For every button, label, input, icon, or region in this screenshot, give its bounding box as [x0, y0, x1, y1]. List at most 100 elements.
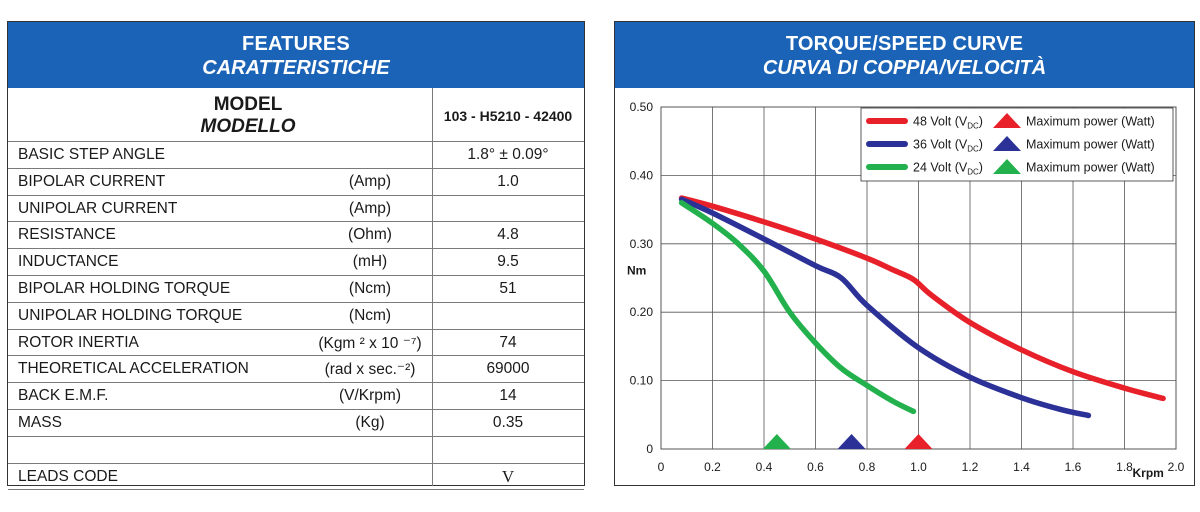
max-power-marker-2	[762, 434, 791, 449]
model-row: MODEL MODELLO 103 - H5210 - 42400	[8, 88, 584, 142]
x-tick-label: 0.6	[807, 460, 824, 474]
x-tick-label: 1.8	[1116, 460, 1133, 474]
legend-marker-1	[993, 136, 1021, 151]
table-row: UNIPOLAR HOLDING TORQUE (Ncm)	[8, 303, 584, 330]
feature-value: 74	[499, 333, 517, 351]
feature-label: MASS	[18, 413, 62, 431]
features-panel: FEATURES CARATTERISTICHE MODEL MODELLO 1…	[7, 21, 585, 491]
legend-marker-label-1: Maximum power (Watt)	[1026, 138, 1155, 152]
feature-value: 14	[499, 387, 517, 405]
curve-banner: TORQUE/SPEED CURVE CURVA DI COPPIA/VELOC…	[615, 22, 1194, 88]
model-value: 103 - H5210 - 42400	[443, 108, 573, 124]
legend-label-main: 24 Volt (V	[913, 161, 968, 175]
max-power-marker-1	[837, 434, 866, 449]
table-row: THEORETICAL ACCELERATION (rad x sec.⁻²) 69…	[8, 356, 584, 384]
feature-value: 9.5	[497, 253, 519, 271]
x-tick-label: 0	[658, 460, 665, 474]
feature-label: BACK E.M.F.	[18, 387, 109, 405]
column-divider	[432, 88, 433, 486]
model-label-it: MODELLO	[200, 116, 296, 137]
x-tick-label: 0.8	[859, 460, 876, 474]
legend-label-close: )	[979, 138, 983, 152]
feature-value: 1.0	[497, 172, 519, 190]
feature-unit: (rad x sec.⁻²)	[324, 361, 416, 379]
table-row: BIPOLAR HOLDING TORQUE (Ncm) 51	[8, 276, 584, 303]
x-tick-label: 0.2	[704, 460, 721, 474]
table-row: RESISTANCE (Ohm) 4.8	[8, 222, 584, 250]
curve-title: TORQUE/SPEED CURVE	[785, 33, 1024, 55]
legend-label-1: 36 Volt (VDC)	[913, 138, 983, 154]
legend-marker-0	[993, 113, 1021, 128]
y-tick-label: 0	[646, 442, 653, 456]
series-line-0	[678, 195, 1166, 402]
table-row: BIPOLAR CURRENT (Amp) 1.0	[8, 169, 584, 196]
features-title: FEATURES	[242, 33, 350, 55]
features-subtitle: CARATTERISTICHE	[202, 57, 390, 79]
legend-label-close: )	[979, 115, 983, 129]
x-tick-label: 1.6	[1065, 460, 1082, 474]
feature-label: RESISTANCE	[18, 226, 116, 244]
features-table: MODEL MODELLO 103 - H5210 - 42400 BASIC …	[8, 88, 584, 491]
legend-label-subscript: DC	[967, 168, 979, 177]
feature-unit: (Kgm ² x 10 ⁻⁷)	[318, 334, 422, 352]
y-tick-label: 0.20	[630, 305, 654, 319]
feature-value: 1.8° ± 0.09°	[467, 146, 549, 163]
x-tick-label: 2.0	[1168, 460, 1185, 474]
series-line-1	[678, 196, 1092, 419]
table-row	[8, 437, 584, 464]
feature-value: V	[501, 466, 515, 486]
curve-subtitle: CURVA DI COPPIA/VELOCITÀ	[762, 57, 1047, 79]
feature-label: ROTOR INERTIA	[18, 333, 139, 351]
feature-unit: (Ncm)	[348, 279, 392, 297]
x-tick-label: 1.0	[910, 460, 927, 474]
feature-unit: (Kg)	[355, 413, 385, 431]
legend-label-main: 48 Volt (V	[913, 115, 968, 129]
feature-label: INDUCTANCE	[18, 253, 119, 271]
table-row: UNIPOLAR CURRENT (Amp)	[8, 196, 584, 223]
table-row: BACK E.M.F. (V/Krpm) 14	[8, 383, 584, 410]
legend-label-0: 48 Volt (VDC)	[913, 115, 983, 131]
y-tick-label: 0.50	[630, 100, 654, 114]
feature-label: LEADS CODE	[18, 467, 118, 485]
legend-label-2: 24 Volt (VDC)	[913, 161, 983, 177]
legend-label-subscript: DC	[967, 145, 979, 154]
y-tick-label: 0.30	[630, 237, 654, 251]
table-row: BASIC STEP ANGLE 1.8° ± 0.09°	[8, 142, 584, 169]
feature-unit: (Ohm)	[348, 226, 392, 244]
series-line-2	[678, 200, 917, 415]
legend-label-close: )	[979, 161, 983, 175]
feature-label: UNIPOLAR HOLDING TORQUE	[18, 306, 243, 324]
legend-label-main: 36 Volt (V	[913, 138, 968, 152]
legend-marker-2	[993, 159, 1021, 174]
feature-value: 69000	[486, 360, 530, 378]
table-row: LEADS CODE V	[8, 464, 584, 491]
table-row: ROTOR INERTIA (Kgm ² x 10 ⁻⁷) 74	[8, 330, 584, 357]
x-tick-label: 0.4	[756, 460, 773, 474]
table-row: MASS (Kg) 0.35	[8, 410, 584, 437]
y-axis-label: Nm	[627, 264, 646, 278]
feature-value: 4.8	[497, 226, 519, 244]
feature-label: BIPOLAR CURRENT	[18, 172, 166, 190]
feature-label: THEORETICAL ACCELERATION	[18, 360, 249, 378]
legend-label-subscript: DC	[967, 122, 979, 131]
feature-label: BASIC STEP ANGLE	[18, 146, 166, 163]
x-tick-label: 1.4	[1013, 460, 1030, 474]
feature-value: 0.35	[492, 413, 524, 431]
y-tick-label: 0.10	[630, 374, 654, 388]
feature-rows: BASIC STEP ANGLE 1.8° ± 0.09° BIPOLAR CURR…	[8, 142, 584, 491]
legend-marker-label-2: Maximum power (Watt)	[1026, 161, 1155, 175]
y-tick-label: 0.40	[630, 168, 654, 182]
model-label: MODEL	[213, 94, 283, 115]
max-power-marker-0	[904, 434, 933, 449]
curve-panel: TORQUE/SPEED CURVE CURVA DI COPPIA/VELOC…	[614, 21, 1195, 486]
feature-value: 51	[499, 279, 517, 297]
features-banner: FEATURES CARATTERISTICHE	[8, 22, 584, 88]
feature-unit: (Amp)	[348, 199, 392, 217]
table-row: INDUCTANCE (mH) 9.5	[8, 249, 584, 276]
legend-marker-label-0: Maximum power (Watt)	[1026, 115, 1155, 129]
feature-unit: (V/Krpm)	[339, 387, 401, 405]
feature-label: UNIPOLAR CURRENT	[18, 199, 178, 217]
x-axis-label: Krpm	[1133, 466, 1164, 480]
feature-label: BIPOLAR HOLDING TORQUE	[18, 279, 231, 297]
feature-unit: (Ncm)	[348, 306, 392, 324]
